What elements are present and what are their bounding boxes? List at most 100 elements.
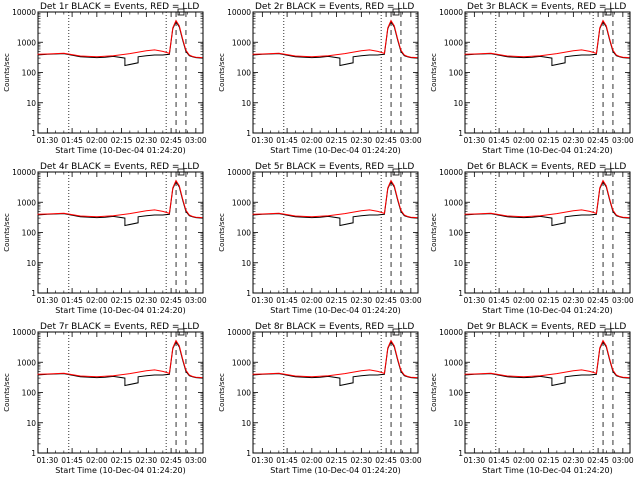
x-tick-label: 03:00	[400, 136, 422, 145]
y-axis-label: Counts/sec	[430, 213, 438, 252]
x-axis-label: Start Time (10-Dec-04 01:24:20)	[482, 466, 613, 475]
series-lld-line	[37, 179, 203, 219]
x-tick-label: 02:00	[301, 296, 323, 305]
series-events-line	[37, 20, 203, 67]
x-axis-label: Start Time (10-Dec-04 01:24:20)	[482, 146, 613, 155]
y-tick-label: 10000	[227, 8, 251, 17]
y-tick-label: 100	[22, 69, 37, 78]
y-tick-label: 10	[453, 419, 463, 428]
x-tick-label: 01:30	[252, 296, 274, 305]
x-tick-label: 02:00	[513, 456, 535, 465]
chart-svg-4: Det 4r BLACK = Events, RED = LLD 1 10 100 10…	[3, 162, 207, 315]
plot-frame	[464, 171, 631, 294]
chart-title: Det 1r BLACK = Events, RED = LLD	[40, 2, 199, 12]
y-axis-label: Counts/sec	[430, 373, 438, 412]
x-tick-label: 01:45	[61, 296, 83, 305]
x-tick-label: 02:45	[375, 456, 397, 465]
interval-bracket	[604, 328, 612, 336]
chart-title: Det 2r BLACK = Events, RED = LLD	[255, 2, 414, 12]
y-tick-label: 10000	[439, 8, 463, 17]
y-tick-label: 1	[246, 449, 251, 458]
chart-svg-6: Det 6r BLACK = Events, RED = LLD 1 10 100 10…	[430, 162, 634, 315]
chart-svg-3: Det 3r BLACK = Events, RED = LLD 1 10 100 10…	[430, 2, 634, 155]
y-tick-label: 1	[458, 289, 463, 298]
y-tick-label: 10000	[12, 8, 36, 17]
chart-svg-8: Det 8r BLACK = Events, RED = LLD 1 10 100 10…	[218, 322, 422, 475]
series-events-line	[252, 340, 418, 387]
x-tick-label: 02:45	[587, 296, 609, 305]
chart-panel-6: Det 6r BLACK = Events, RED = LLD 1 10 100 10…	[427, 160, 637, 320]
y-tick-label: 10000	[227, 328, 251, 337]
y-tick-label: 1000	[444, 358, 463, 367]
x-tick-label: 02:30	[136, 456, 158, 465]
y-tick-label: 1000	[17, 198, 36, 207]
x-tick-label: 02:00	[513, 136, 535, 145]
x-tick-label: 02:15	[326, 456, 348, 465]
y-tick-label: 100	[237, 389, 252, 398]
chart-panel-5: Det 5r BLACK = Events, RED = LLD 1 10 100 10…	[215, 160, 425, 320]
chart-panel-7: Det 7r BLACK = Events, RED = LLD 1 10 100 10…	[0, 320, 210, 480]
y-tick-label: 1	[31, 449, 36, 458]
plot-frame	[252, 331, 419, 454]
y-tick-label: 100	[237, 69, 252, 78]
x-tick-label: 01:30	[252, 136, 274, 145]
x-axis-label: Start Time (10-Dec-04 01:24:20)	[55, 306, 186, 315]
chart-svg-5: Det 5r BLACK = Events, RED = LLD 1 10 100 10…	[218, 162, 422, 315]
x-tick-label: 02:15	[111, 296, 133, 305]
plot-frame	[37, 331, 204, 454]
y-axis-label: Counts/sec	[218, 53, 226, 92]
y-tick-label: 1	[31, 129, 36, 138]
x-axis-label: Start Time (10-Dec-04 01:24:20)	[270, 466, 401, 475]
x-tick-label: 01:45	[276, 456, 298, 465]
chart-panel-8: Det 8r BLACK = Events, RED = LLD 1 10 100 10…	[215, 320, 425, 480]
interval-bracket	[177, 328, 185, 336]
chart-panel-1: Det 1r BLACK = Events, RED = LLD 1 10 100 10…	[0, 0, 210, 160]
x-tick-label: 02:00	[86, 136, 108, 145]
y-tick-label: 1	[458, 449, 463, 458]
y-tick-label: 1000	[444, 198, 463, 207]
chart-panel-3: Det 3r BLACK = Events, RED = LLD 1 10 100 10…	[427, 0, 637, 160]
interval-bracket	[177, 8, 185, 16]
y-tick-label: 1000	[232, 38, 251, 47]
y-tick-label: 100	[449, 229, 464, 238]
chart-svg-2: Det 2r BLACK = Events, RED = LLD 1 10 100 10…	[218, 2, 422, 155]
x-tick-label: 02:00	[86, 456, 108, 465]
y-axis-label: Counts/sec	[218, 373, 226, 412]
y-tick-label: 100	[22, 389, 37, 398]
x-tick-label: 01:45	[61, 136, 83, 145]
series-events-line	[252, 180, 418, 227]
x-tick-label: 02:30	[563, 296, 585, 305]
x-tick-label: 01:30	[464, 296, 486, 305]
x-tick-label: 02:15	[111, 136, 133, 145]
x-tick-label: 02:15	[326, 136, 348, 145]
y-tick-label: 10	[241, 259, 251, 268]
y-tick-label: 10	[26, 419, 36, 428]
x-tick-label: 02:30	[563, 456, 585, 465]
x-tick-label: 02:45	[587, 136, 609, 145]
x-tick-label: 02:30	[351, 296, 373, 305]
x-tick-label: 02:15	[538, 296, 560, 305]
y-tick-label: 1	[246, 129, 251, 138]
interval-bracket	[177, 168, 185, 176]
x-tick-label: 01:30	[464, 456, 486, 465]
y-tick-label: 1	[458, 129, 463, 138]
y-tick-label: 1000	[17, 38, 36, 47]
x-tick-label: 03:00	[185, 136, 207, 145]
x-tick-label: 02:30	[351, 136, 373, 145]
y-tick-label: 10	[453, 259, 463, 268]
x-tick-label: 02:00	[301, 456, 323, 465]
chart-title: Det 7r BLACK = Events, RED = LLD	[40, 322, 199, 332]
x-tick-label: 03:00	[400, 296, 422, 305]
x-tick-label: 01:45	[488, 296, 510, 305]
x-tick-label: 02:15	[111, 456, 133, 465]
y-axis-label: Counts/sec	[3, 53, 11, 92]
y-tick-label: 10	[26, 259, 36, 268]
x-tick-label: 02:30	[136, 296, 158, 305]
plot-frame	[464, 331, 631, 454]
x-axis-label: Start Time (10-Dec-04 01:24:20)	[55, 466, 186, 475]
interval-bracket	[392, 328, 400, 336]
y-tick-label: 100	[449, 69, 464, 78]
y-tick-label: 10	[241, 99, 251, 108]
y-tick-label: 1000	[444, 38, 463, 47]
x-tick-label: 01:30	[37, 456, 59, 465]
